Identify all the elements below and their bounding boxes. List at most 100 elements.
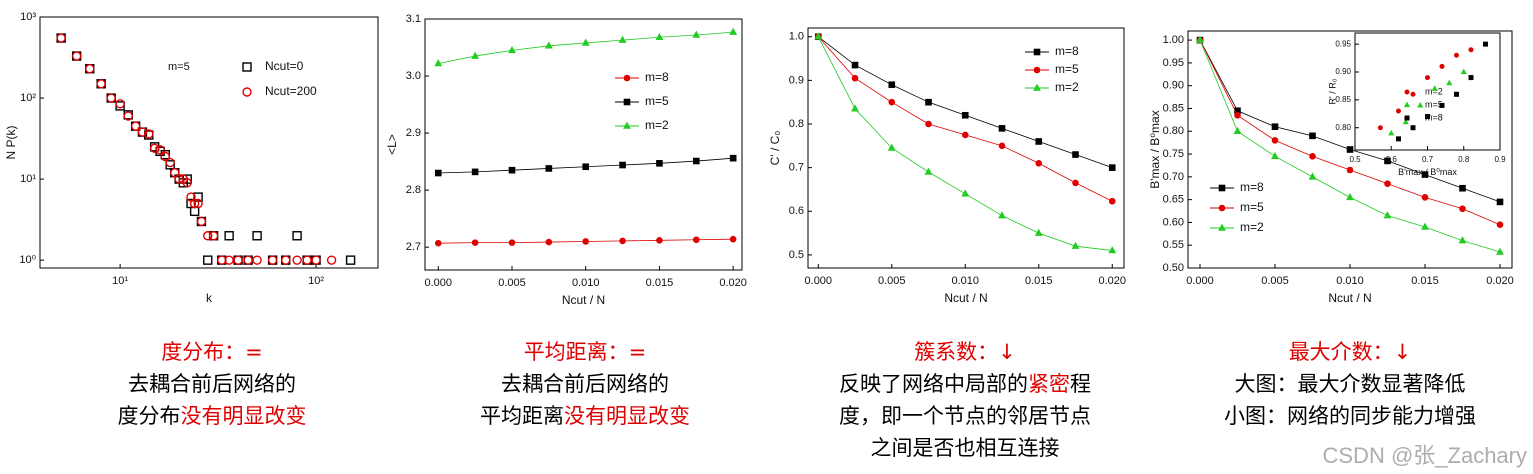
marker	[508, 45, 516, 54]
marker	[203, 231, 213, 241]
marker	[1404, 115, 1410, 121]
x-tick-label: 0.005	[498, 277, 526, 289]
plot-frame	[424, 18, 743, 271]
caption-text: 程	[1070, 372, 1091, 396]
marker	[130, 121, 141, 131]
marker	[224, 231, 234, 241]
x-tick-label: 0.010	[572, 277, 600, 289]
marker	[961, 131, 969, 139]
marker	[137, 127, 148, 137]
annotation: m=5	[168, 61, 190, 73]
x-tick-label: 0.5	[1349, 155, 1361, 164]
caption-text: 之间是否也相互连接	[870, 436, 1060, 460]
caption: 平均距离：= 去耦合前后网络的 平均距离没有明显改变	[395, 336, 775, 432]
marker	[144, 129, 154, 139]
marker	[434, 59, 443, 67]
legend-label: m=2	[1055, 80, 1079, 94]
marker	[887, 143, 896, 151]
y-tick-label: 3.0	[406, 70, 421, 82]
marker	[1460, 68, 1467, 75]
marker	[85, 64, 95, 74]
marker	[1033, 48, 1041, 56]
marker	[1346, 166, 1354, 174]
x-tick-label: 0.9	[1494, 155, 1506, 164]
marker	[623, 98, 631, 106]
marker	[345, 255, 356, 265]
y-tick-label: 10²	[20, 92, 36, 104]
marker	[851, 74, 859, 82]
legend-label: m=2	[645, 118, 669, 132]
y-tick-label: 2.9	[406, 127, 421, 139]
marker	[925, 120, 932, 128]
y-tick-label: 0.95	[1335, 39, 1351, 48]
x-tick-label: 0.015	[1025, 275, 1053, 287]
marker	[106, 93, 116, 103]
y-tick-label: 0.50	[1163, 262, 1184, 274]
marker	[1035, 138, 1043, 145]
marker	[692, 30, 701, 38]
marker	[1496, 198, 1504, 206]
y-tick-label: 0.55	[1163, 239, 1184, 251]
legend-label: m=8	[1055, 44, 1079, 58]
caption-text: 紧密	[1028, 372, 1070, 396]
x-axis-label: Ncut / N	[562, 293, 605, 307]
marker	[1421, 171, 1429, 178]
marker	[292, 255, 302, 265]
marker	[1033, 66, 1041, 74]
marker	[1271, 137, 1279, 144]
x-tick-label: 0.015	[1411, 275, 1439, 287]
marker	[656, 237, 663, 244]
marker	[1384, 180, 1391, 187]
marker	[1388, 129, 1395, 136]
y-tick-label: 0.65	[1163, 194, 1184, 206]
marker	[233, 255, 243, 265]
x-axis-label: B'max / B⁰max	[1398, 167, 1457, 177]
marker	[242, 87, 252, 97]
marker	[1035, 159, 1043, 167]
marker	[1483, 41, 1488, 47]
y-tick-label: 0.80	[1335, 123, 1351, 132]
marker	[618, 35, 627, 43]
marker	[998, 125, 1006, 132]
marker	[888, 98, 896, 106]
caption: 度分布：= 去耦合前后网络的 度分布没有明显改变	[22, 336, 402, 432]
marker	[1308, 172, 1317, 180]
marker	[888, 81, 896, 89]
x-tick-label: 0.000	[805, 275, 833, 287]
marker	[267, 255, 278, 265]
series-line	[438, 31, 734, 64]
y-tick-label: 0.75	[1163, 148, 1184, 160]
marker	[998, 211, 1006, 219]
caption-line: 平均距离没有明显改变	[395, 400, 775, 432]
marker	[619, 161, 626, 169]
caption-line: 小图：网络的同步能力增强	[1160, 400, 1533, 432]
marker	[149, 143, 160, 153]
caption-text: 平均距离	[480, 404, 564, 428]
legend-label: Ncut=0	[265, 59, 304, 73]
marker	[1196, 35, 1204, 43]
y-tick-label: 0.90	[1163, 80, 1184, 92]
x-tick-label: 0.020	[719, 277, 747, 289]
y-axis-label: B'max / B⁰max	[1148, 110, 1162, 188]
marker	[1218, 204, 1226, 212]
marker	[196, 216, 207, 227]
y-tick-label: 0.60	[1163, 216, 1184, 228]
marker	[71, 51, 82, 61]
y-tick-label: 10⁰	[19, 254, 36, 266]
marker	[623, 74, 631, 82]
caption: 簇系数：↓ 反映了网络中局部的紧密程 度，即一个节点的邻居节点 之间是否也相互连接	[775, 336, 1155, 464]
x-tick-label: 0.005	[878, 275, 906, 287]
y-tick-label: 10³	[20, 11, 36, 23]
marker	[1402, 118, 1409, 125]
marker	[1108, 164, 1116, 171]
caption: 最大介数：↓ 大图：最大介数显著降低 小图：网络的同步能力增强	[1160, 336, 1533, 432]
marker	[242, 62, 252, 72]
marker	[545, 165, 553, 172]
marker	[1425, 114, 1430, 120]
marker	[434, 169, 442, 177]
marker	[1410, 91, 1416, 97]
marker	[1071, 241, 1080, 249]
marker	[656, 160, 663, 167]
watermark: CSDN @张_Zachary	[1322, 443, 1528, 468]
legend-label: m=8	[1240, 180, 1264, 194]
